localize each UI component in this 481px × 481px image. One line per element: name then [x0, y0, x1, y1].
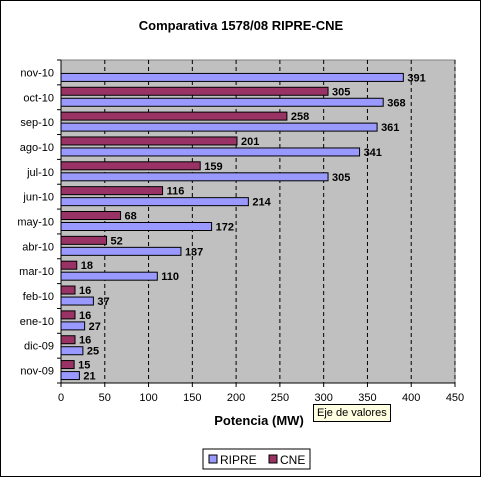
legend: RIPRE CNE — [202, 448, 311, 470]
data-label-ripre: 25 — [87, 346, 99, 358]
bar-ripre — [60, 197, 249, 207]
bar-ripre — [60, 246, 182, 256]
data-label-cne: 16 — [79, 285, 91, 297]
data-label-ripre: 214 — [252, 197, 271, 209]
y-tick-label: jun-10 — [22, 192, 54, 204]
data-label-ripre: 110 — [161, 271, 179, 283]
axis-tooltip: Eje de valores — [313, 404, 391, 422]
x-axis-title: Potencia (MW) — [214, 413, 304, 428]
legend-swatch-ripre — [208, 454, 218, 464]
data-label-cne: 305 — [332, 86, 350, 98]
bar-ripre — [60, 147, 361, 157]
x-tick-label: 400 — [402, 392, 420, 404]
x-tick-label: 50 — [99, 392, 111, 404]
x-tick-label: 250 — [271, 392, 289, 404]
x-tick-label: 200 — [227, 392, 245, 404]
data-label-ripre: 21 — [83, 371, 95, 383]
chart-title: Comparativa 1578/08 RIPRE-CNE — [139, 18, 344, 33]
y-tick-label: ago-10 — [20, 142, 54, 154]
data-label-ripre: 361 — [381, 122, 399, 134]
y-tick-label: feb-10 — [23, 291, 54, 303]
bar-cne — [60, 260, 78, 270]
y-tick-label: nov-09 — [20, 366, 54, 378]
data-label-ripre: 137 — [185, 246, 203, 258]
data-label-cne: 201 — [241, 136, 259, 148]
y-tick-label: ene-10 — [20, 316, 54, 328]
x-tick-label: 350 — [358, 392, 376, 404]
legend-box — [202, 448, 311, 470]
data-label-cne: 68 — [125, 211, 137, 223]
bar-cne — [60, 360, 75, 370]
bar-ripre — [60, 271, 158, 281]
x-tick-label: 150 — [183, 392, 201, 404]
data-label-cne: 116 — [167, 186, 185, 198]
bar-cne — [60, 285, 76, 295]
bar-cne — [60, 161, 201, 171]
legend-label-cne: CNE — [280, 453, 305, 467]
data-label-cne: 18 — [81, 260, 93, 272]
bar-cne — [60, 111, 288, 121]
data-label-ripre: 305 — [332, 172, 350, 184]
bar-ripre — [60, 72, 404, 82]
bars — [60, 72, 404, 381]
bar-ripre — [60, 172, 329, 182]
y-tick-label: dic-09 — [24, 341, 54, 353]
data-label-ripre: 172 — [216, 222, 234, 234]
bar-cne — [60, 310, 76, 320]
y-tick-label: mar-10 — [19, 266, 54, 278]
bar-cne — [60, 211, 122, 220]
x-tick-label: 0 — [58, 392, 64, 404]
bar-cne — [60, 136, 238, 146]
data-label-cne: 52 — [111, 235, 123, 247]
data-labels: 2115251627163716110181375217268214116305… — [78, 72, 426, 382]
y-tick-label: abr-10 — [22, 241, 54, 253]
bar-ripre — [60, 321, 86, 331]
bar-ripre — [60, 222, 213, 231]
x-tick-label: 450 — [446, 392, 464, 404]
x-axis-ticks: 0 50 100 150 200 250 300 350 400 450 — [58, 383, 464, 404]
bar-cne — [60, 86, 329, 96]
bar-cne — [60, 335, 76, 345]
legend-label-ripre: RIPRE — [220, 453, 257, 467]
data-label-cne: 16 — [79, 310, 91, 322]
data-label-cne: 16 — [79, 335, 91, 347]
data-label-ripre: 37 — [97, 296, 109, 308]
bar-ripre — [60, 122, 378, 132]
bar-cne — [60, 186, 164, 196]
bar-ripre — [60, 346, 84, 356]
data-label-ripre: 368 — [387, 97, 405, 109]
bar-ripre — [60, 371, 80, 381]
y-tick-label: sep-10 — [20, 117, 54, 129]
y-axis-ticks: nov-09 dic-09 ene-10 feb-10 mar-10 abr-10 may-… — [17, 59, 61, 384]
bar-ripre — [60, 97, 384, 107]
y-tick-label: may-10 — [17, 217, 54, 229]
data-label-cne: 159 — [204, 161, 222, 173]
y-tick-label: nov-10 — [20, 67, 54, 79]
bar-cne — [60, 235, 108, 245]
data-label-ripre: 341 — [364, 147, 382, 159]
data-label-ripre: 391 — [407, 72, 425, 84]
x-tick-label: 100 — [139, 392, 157, 404]
legend-swatch-cne — [268, 454, 278, 464]
data-label-cne: 258 — [291, 111, 309, 123]
y-tick-label: jul-10 — [26, 167, 54, 179]
x-tick-label: 300 — [314, 392, 332, 404]
bar-ripre — [60, 296, 94, 306]
data-label-ripre: 27 — [89, 321, 101, 333]
y-tick-label: oct-10 — [23, 92, 54, 104]
data-label-cne: 15 — [78, 360, 90, 372]
